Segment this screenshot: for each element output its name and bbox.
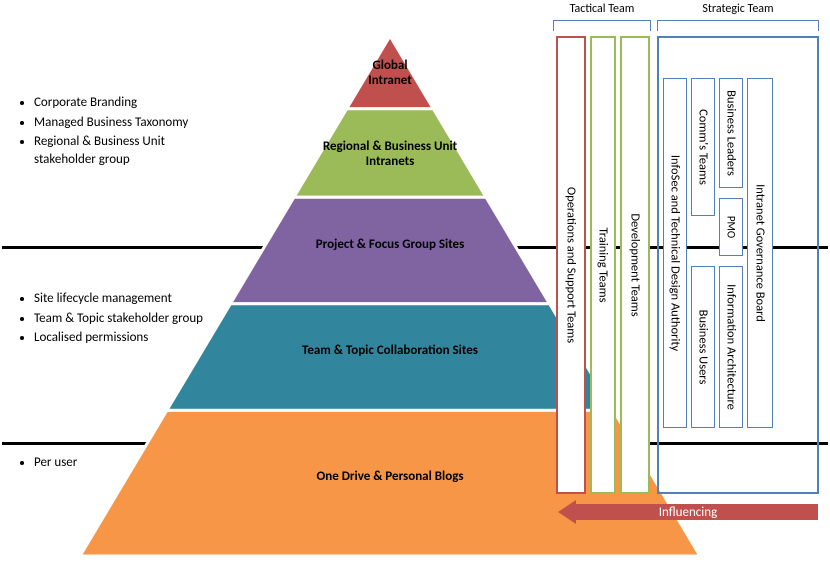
tactical-col-1: Training Teams: [590, 36, 616, 494]
tactical-col-0: Operations and Support Teams: [556, 36, 586, 494]
influencing-label: Influencing: [558, 500, 818, 524]
strategic-col-label: Intranet Governance Board: [753, 184, 768, 322]
tactical-col-label: Training Teams: [596, 227, 611, 302]
strategic-brace: [657, 20, 819, 31]
pyramid-tier-1: [294, 109, 486, 197]
strategic-col-0: InfoSec and Technical Design Authority: [663, 78, 687, 428]
strategic-col-4: PMO: [719, 198, 743, 256]
pyramid-tier-0: [347, 36, 434, 109]
strategic-col-3: Business Leaders: [719, 78, 743, 188]
strategic-col-label: InfoSec and Technical Design Authority: [668, 155, 683, 351]
strategic-col-label: PMO: [725, 216, 738, 238]
strategic-col-label: Information Architecture: [724, 284, 739, 410]
influencing-arrow: Influencing: [558, 500, 818, 524]
tactical-col-2: Development Teams: [620, 36, 650, 494]
strategic-header-label: Strategic Team: [657, 2, 819, 16]
strategic-col-1: Comm's Teams: [691, 78, 715, 216]
pyramid-tier-2: [230, 197, 549, 304]
strategic-col-6: Intranet Governance Board: [747, 78, 773, 428]
pyramid-tier-3: [167, 304, 613, 411]
tactical-header-label: Tactical Team: [553, 2, 651, 16]
strategic-col-2: Business Users: [691, 266, 715, 428]
strategic-col-5: Information Architecture: [719, 266, 743, 428]
strategic-header: Strategic Team: [657, 2, 819, 32]
tactical-col-label: Development Teams: [628, 213, 643, 316]
tactical-col-label: Operations and Support Teams: [564, 187, 579, 343]
strategic-col-label: Business Users: [696, 310, 711, 385]
tactical-brace: [553, 20, 651, 31]
tactical-header: Tactical Team: [553, 2, 651, 32]
strategic-col-label: Comm's Teams: [696, 109, 711, 185]
strategic-col-label: Business Leaders: [724, 90, 739, 176]
